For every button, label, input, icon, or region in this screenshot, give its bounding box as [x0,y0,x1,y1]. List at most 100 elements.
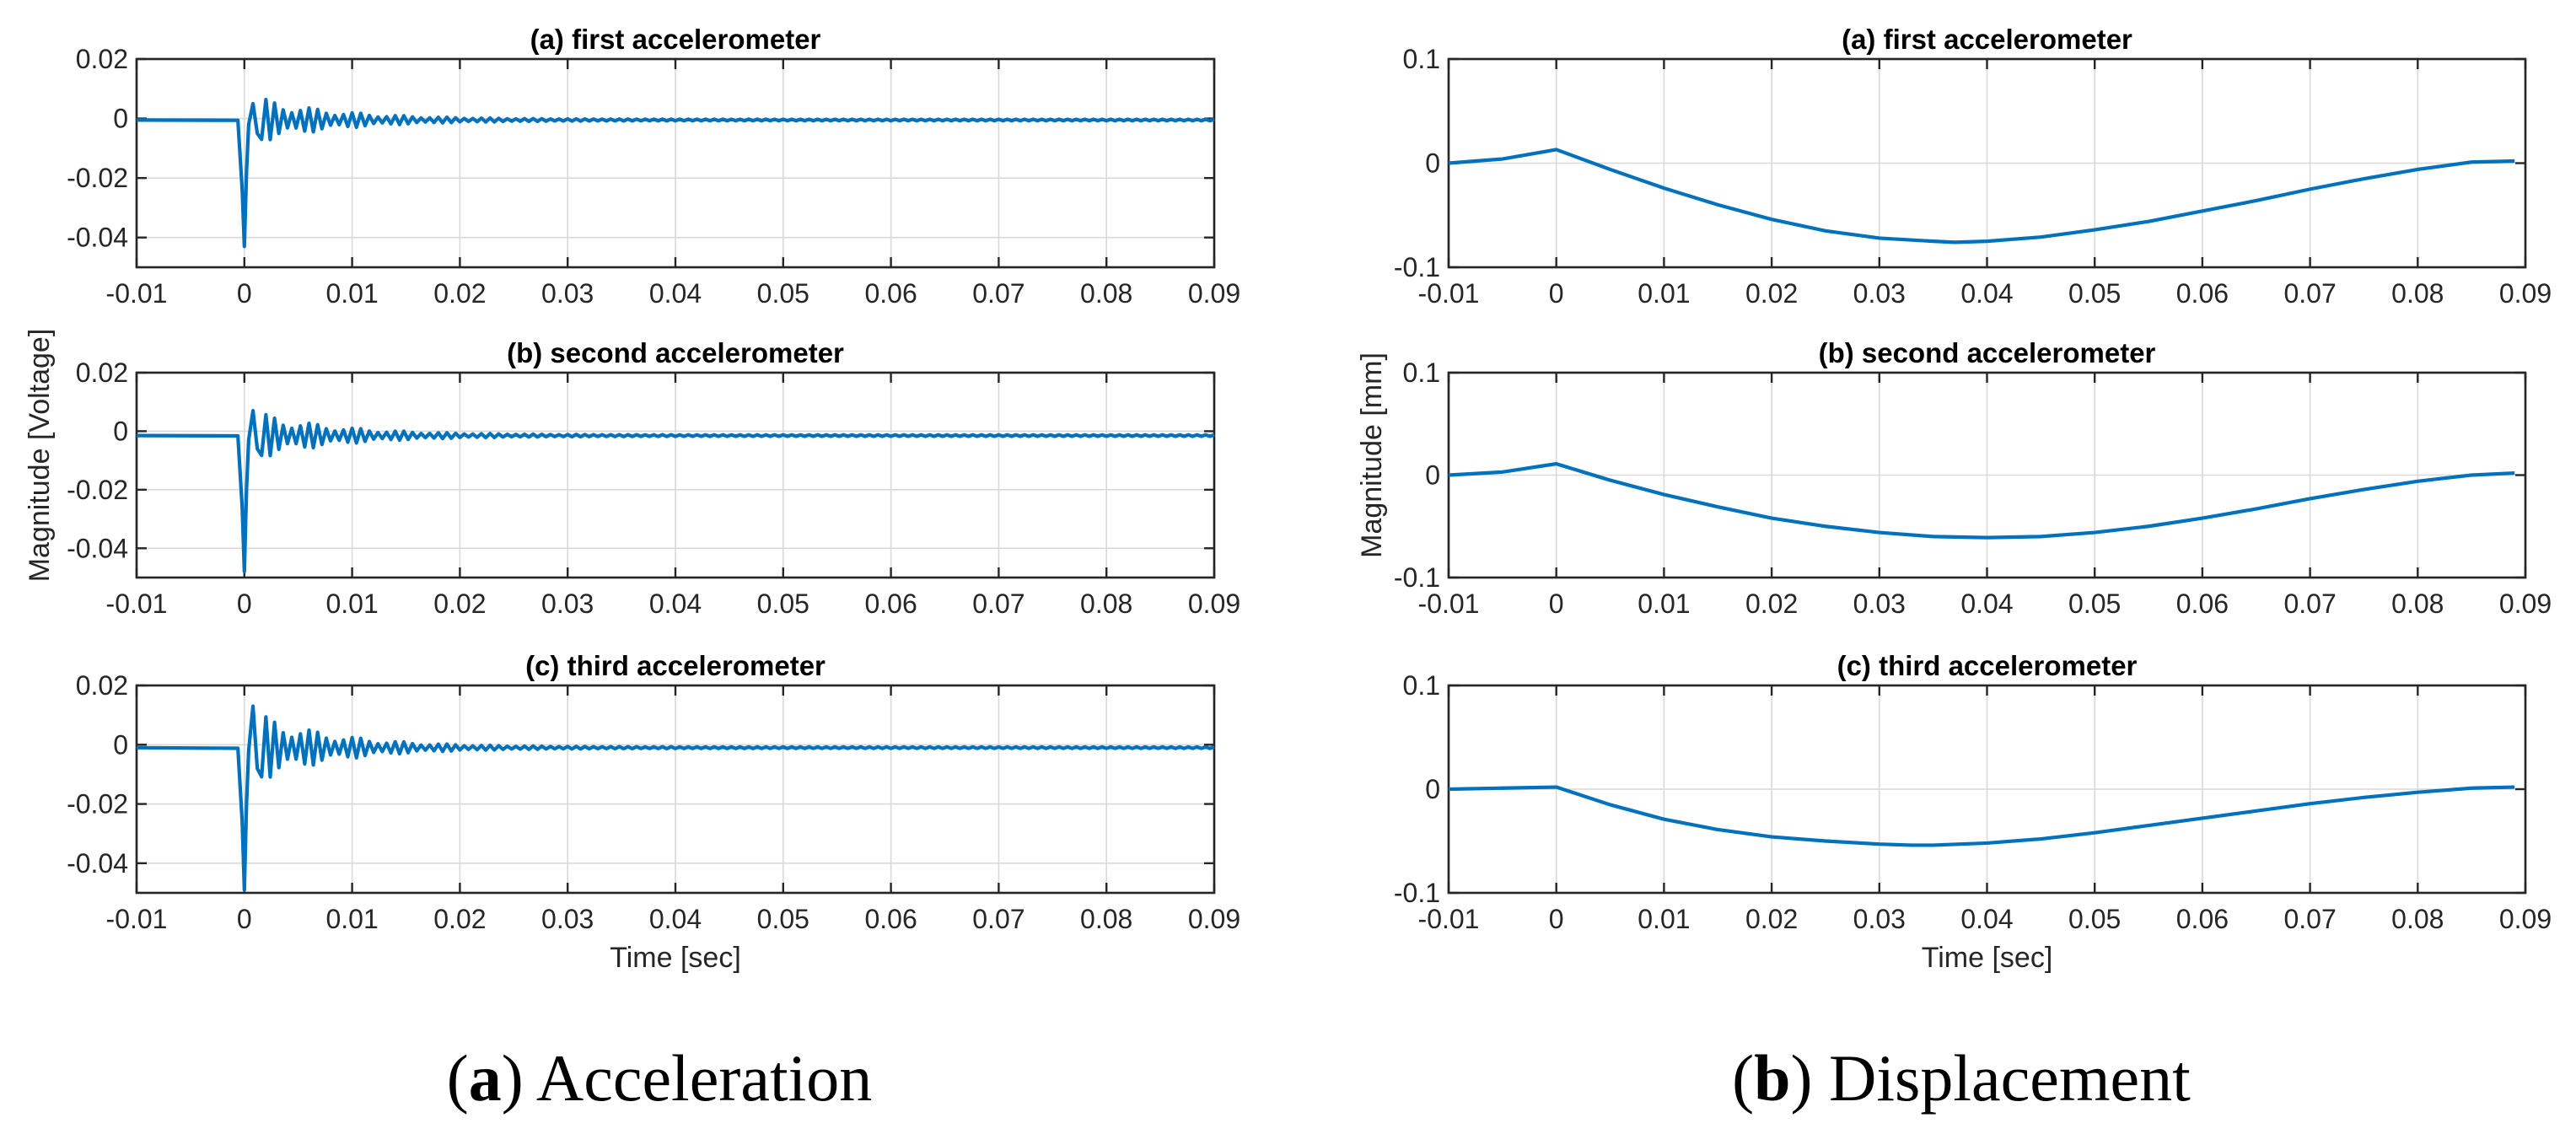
x-tick-label: 0.07 [972,278,1024,309]
x-tick-label: -0.01 [1418,904,1480,934]
x-tick-label: 0.07 [2283,278,2336,309]
x-tick-label: 0.08 [2391,588,2444,619]
y-tick-label: 0.02 [76,357,128,388]
caption-displacement-text: Displacement [1813,1041,2191,1115]
x-tick-label: 0.03 [541,588,594,619]
y-tick-label: 0 [113,104,128,134]
series-line [136,97,1215,249]
y-tick-label: 0 [1425,148,1440,179]
x-tick-label: 0.01 [325,588,378,619]
x-tick-label: 0.04 [1960,278,2013,309]
y-tick-label: -0.1 [1394,252,1440,282]
series-line [1448,785,2515,847]
x-tick-label: 0.07 [972,588,1024,619]
y-tick-label: -0.1 [1394,878,1440,908]
x-tick-label: 0.06 [2176,588,2229,619]
chart-panels: -0.01 0 0.01 0.02 0.03 0.04 0.05 0.06 0.07 0.08 0.… [67,24,2552,974]
x-axis-label: Time [sec] [1922,942,2053,974]
x-tick-label: 0 [237,588,252,619]
x-tick-label: 0.03 [541,904,594,934]
x-tick-label: 0.03 [1853,904,1906,934]
x-tick-label: 0.08 [1080,588,1132,619]
x-tick-label: 0.08 [1080,278,1132,309]
x-tick-label: 0.01 [325,278,378,309]
x-tick-label: 0.08 [1080,904,1132,934]
x-tick-label: 0.05 [2068,588,2121,619]
displacement-y-axis-label: Magnitude [mm] [1356,352,1388,558]
y-tick-label: 0 [113,416,128,446]
series-line [1448,148,2515,245]
x-tick-label: 0.05 [757,588,809,619]
x-axis-label: Time [sec] [610,942,741,974]
x-tick-label: 0.01 [325,904,378,934]
chart-panel-acceleration-2: -0.01 0 0.01 0.02 0.03 0.04 0.05 0.06 0.07 0.08 0.… [67,337,1240,619]
y-tick-label: 0.1 [1403,357,1440,388]
x-tick-label: 0.02 [433,278,486,309]
x-tick-label: 0.09 [1188,588,1240,619]
y-tick-label: -0.1 [1394,562,1440,593]
x-tick-label: 0.04 [1960,904,2013,934]
x-tick-label: 0 [1549,278,1564,309]
x-tick-label: 0.09 [1188,278,1240,309]
x-tick-label: -0.01 [1418,588,1480,619]
caption-acceleration: (a) Acceleration [447,1041,873,1115]
caption-displacement: (b) Displacement [1732,1041,2191,1115]
x-tick-label: 0 [1549,904,1564,934]
chart-panel-acceleration-3: -0.01 0 0.01 0.02 0.03 0.04 0.05 0.06 0.07 0.08 0.… [67,650,1240,974]
x-tick-label: 0 [237,278,252,309]
y-tick-label: -0.04 [67,223,128,253]
x-tick-label: 0.04 [1960,588,2013,619]
x-tick-label: 0.06 [864,588,917,619]
x-tick-label: 0.05 [757,904,809,934]
chart-panel-displacement-1: -0.01 0 0.01 0.02 0.03 0.04 0.05 0.06 0.07 0.08 0.… [1394,24,2552,309]
y-tick-label: 0.02 [76,44,128,74]
x-tick-label: 0.07 [972,904,1024,934]
panel-title: (a) first accelerometer [1842,24,2132,55]
x-tick-label: 0.02 [433,588,486,619]
plot-frame [135,57,1216,269]
chart-panel-displacement-3: -0.01 0 0.01 0.02 0.03 0.04 0.05 0.06 0.07 0.08 0.… [1394,650,2552,974]
y-tick-label: -0.02 [67,163,128,193]
y-tick-label: -0.02 [67,475,128,505]
y-tick-label: 0.1 [1403,670,1440,701]
y-tick-label: 0 [1425,460,1440,491]
x-tick-label: 0.03 [1853,588,1906,619]
x-tick-label: -0.01 [106,588,168,619]
plot-frame [135,684,1216,895]
x-tick-label: 0.03 [1853,278,1906,309]
x-tick-label: 0.04 [649,588,702,619]
caption-acceleration-letter: a [469,1041,502,1115]
x-tick-label: 0.07 [2283,588,2336,619]
x-tick-label: 0 [1549,588,1564,619]
x-tick-label: 0.01 [1638,278,1690,309]
x-tick-label: 0.04 [649,904,702,934]
series-line [136,704,1215,892]
series-line [1448,462,2515,540]
x-tick-label: 0.06 [2176,278,2229,309]
x-tick-label: 0.01 [1638,904,1690,934]
y-tick-label: -0.04 [67,533,128,563]
x-tick-label: 0.02 [1745,904,1798,934]
panel-title: (a) first accelerometer [530,24,821,55]
x-tick-label: 0.07 [2283,904,2336,934]
caption-acceleration-text: Acceleration [524,1041,873,1115]
y-tick-label: -0.02 [67,789,128,820]
x-tick-label: -0.01 [106,904,168,934]
x-tick-label: 0.06 [864,904,917,934]
series-line [136,409,1215,574]
y-tick-label: 0.1 [1403,44,1440,74]
x-tick-label: 0.04 [649,278,702,309]
x-tick-label: 0.06 [2176,904,2229,934]
chart-panel-displacement-2: -0.01 0 0.01 0.02 0.03 0.04 0.05 0.06 0.07 0.08 0.… [1394,337,2552,619]
x-tick-label: 0.09 [2499,588,2552,619]
plot-frame [135,371,1216,579]
x-tick-label: 0.05 [2068,278,2121,309]
x-tick-label: -0.01 [106,278,168,309]
y-tick-label: 0.02 [76,670,128,701]
caption-displacement-letter: b [1754,1041,1790,1115]
chart-panel-acceleration-1: -0.01 0 0.01 0.02 0.03 0.04 0.05 0.06 0.07 0.08 0.… [67,24,1240,309]
y-tick-label: 0 [113,729,128,760]
x-tick-label: 0.09 [2499,904,2552,934]
x-tick-label: 0.08 [2391,278,2444,309]
